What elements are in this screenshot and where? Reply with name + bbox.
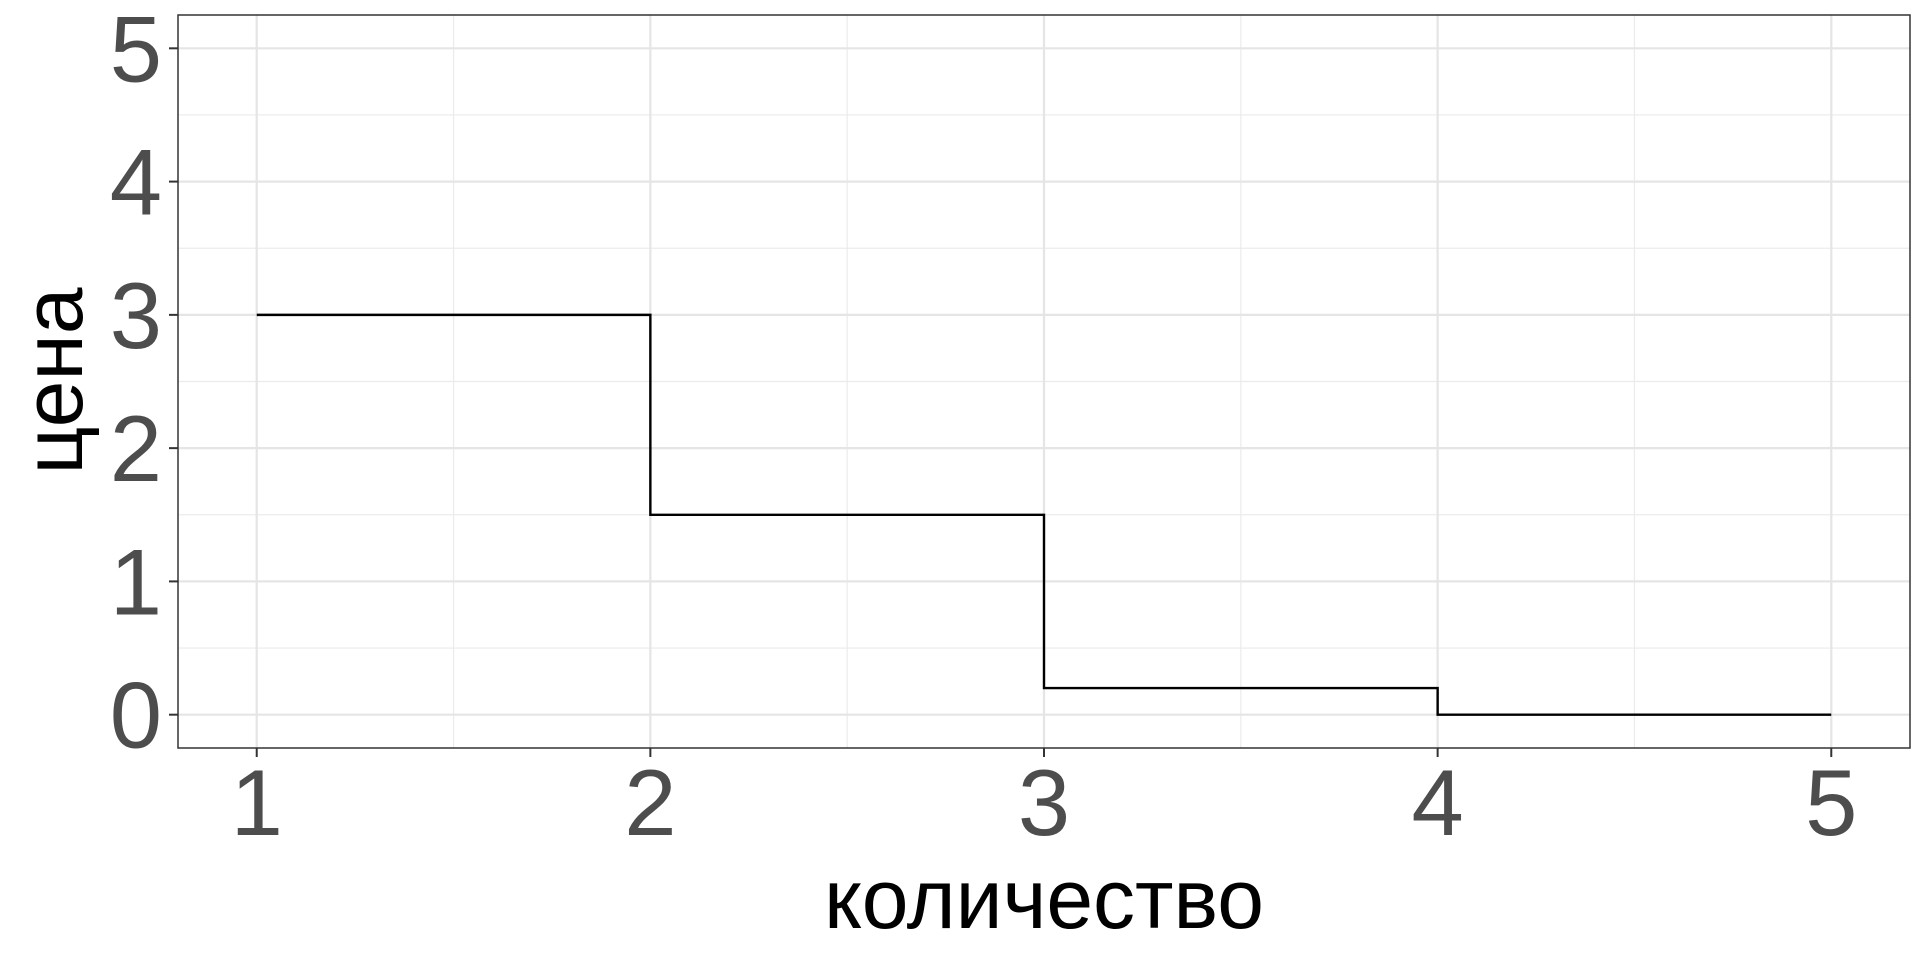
series-step-line <box>256 313 1832 716</box>
x-tick-label: 3 <box>1018 750 1070 855</box>
x-axis-ticks <box>255 748 1833 757</box>
y-axis-ticks <box>169 47 178 716</box>
y-axis-title: цена <box>6 287 100 474</box>
y-axis-tick-labels: 0 1 2 3 4 5 <box>110 0 162 768</box>
x-axis-tick-labels: 1 2 3 4 5 <box>231 750 1858 855</box>
y-tick-label: 2 <box>110 396 162 501</box>
y-tick-label: 4 <box>110 130 162 235</box>
x-tick-label: 5 <box>1805 750 1857 855</box>
x-tick-label: 2 <box>624 750 676 855</box>
x-axis-title: количество <box>824 852 1264 946</box>
y-tick-label: 5 <box>110 0 162 101</box>
y-tick-label: 0 <box>110 663 162 768</box>
x-tick-label: 4 <box>1411 750 1463 855</box>
x-tick-label: 1 <box>231 750 283 855</box>
y-tick-label: 1 <box>110 529 162 634</box>
y-tick-label: 3 <box>110 263 162 368</box>
series-layer <box>256 313 1832 716</box>
